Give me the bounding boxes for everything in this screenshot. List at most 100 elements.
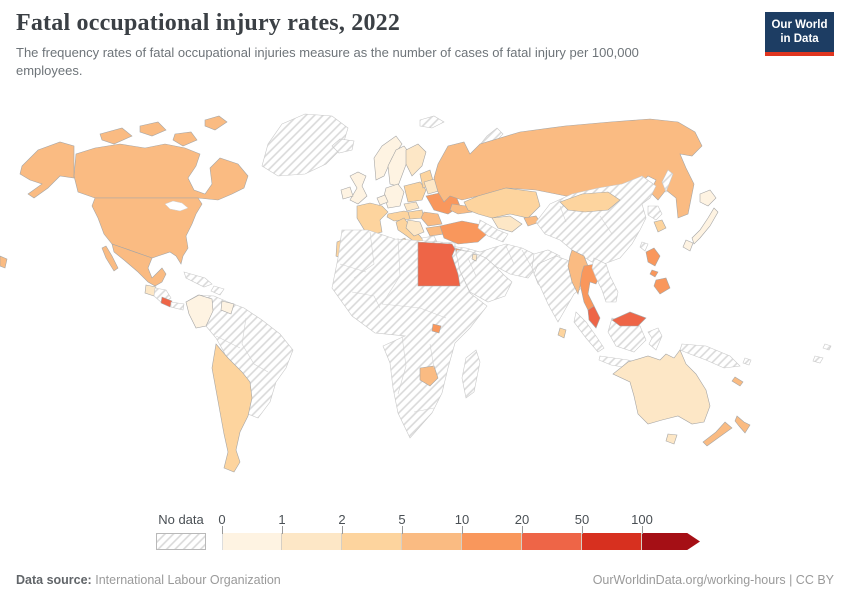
legend-tick-label-100: 100	[631, 512, 653, 527]
owid-link[interactable]: OurWorldinData.org/working-hours | CC BY	[592, 573, 834, 587]
no-data-internal-borders	[215, 205, 613, 413]
region-united-kingdom[interactable]	[349, 171, 368, 205]
region-rwanda[interactable]	[431, 323, 442, 334]
region-myanmar[interactable]	[567, 249, 589, 295]
chart-footer: Data source: International Labour Organi…	[16, 573, 834, 587]
region-sakhalin[interactable]	[661, 169, 674, 193]
region-fiji[interactable]	[822, 343, 832, 351]
region-australia[interactable]	[612, 349, 711, 425]
region-new-caledonia[interactable]	[731, 376, 744, 387]
region-arctic-island[interactable]	[139, 121, 167, 137]
region-north-korea[interactable]	[647, 205, 663, 221]
region-germany[interactable]	[383, 183, 405, 209]
region-arctic-island[interactable]	[172, 131, 198, 147]
region-baja-california[interactable]	[101, 245, 119, 272]
region-japan-hokkaido[interactable]	[699, 189, 717, 207]
region-sumatra[interactable]	[573, 311, 605, 353]
region-colombia[interactable]	[185, 294, 214, 329]
region-qatar[interactable]	[471, 253, 478, 262]
region-egypt[interactable]	[417, 241, 461, 287]
region-arctic-island[interactable]	[204, 115, 228, 131]
region-iceland[interactable]	[331, 138, 355, 154]
region-canada[interactable]	[73, 143, 249, 201]
region-svalbard[interactable]	[419, 115, 445, 129]
owid-logo-line2: in Data	[780, 33, 819, 46]
region-panama[interactable]	[170, 301, 185, 311]
owid-logo[interactable]: Our World in Data	[765, 12, 834, 56]
region-japan-honshu[interactable]	[691, 207, 719, 245]
world-choropleth-map	[0, 106, 850, 506]
region-japan-kyushu[interactable]	[682, 239, 694, 252]
chart-header: Fatal occupational injury rates, 2022 Th…	[16, 10, 755, 80]
region-philippines-luzon[interactable]	[645, 247, 661, 267]
region-guyana[interactable]	[220, 300, 235, 315]
region-cuba[interactable]	[183, 271, 213, 288]
region-taiwan[interactable]	[639, 241, 649, 252]
region-malaysia-peninsula[interactable]	[587, 305, 601, 329]
region-hispaniola[interactable]	[210, 285, 225, 296]
region-ireland[interactable]	[340, 186, 354, 200]
legend-tick-label-5: 5	[398, 512, 406, 527]
region-russia-wrap[interactable]	[0, 255, 8, 269]
legend-tick-label-50: 50	[574, 512, 590, 527]
legend-bin-0[interactable]	[222, 533, 282, 550]
legend-bin-1[interactable]	[282, 533, 342, 550]
region-vanuatu[interactable]	[812, 355, 824, 364]
region-philippines-visayas[interactable]	[649, 269, 659, 278]
legend-tick-label-10: 10	[454, 512, 470, 527]
region-zimbabwe[interactable]	[419, 365, 439, 387]
region-malaysian-borneo[interactable]	[611, 311, 647, 327]
region-benelux[interactable]	[376, 194, 389, 206]
region-finland[interactable]	[405, 143, 427, 177]
region-madagascar[interactable]	[461, 349, 481, 399]
region-arctic-island[interactable]	[99, 127, 133, 145]
region-philippines-mindanao[interactable]	[653, 277, 671, 295]
region-france[interactable]	[356, 202, 389, 237]
region-argentina-chile[interactable]	[211, 343, 253, 473]
region-turkey[interactable]	[439, 220, 489, 245]
map-legend: No data 0 1 2 5 10 20 50 100	[155, 512, 715, 554]
region-romania[interactable]	[420, 211, 443, 227]
region-uzbekistan[interactable]	[491, 215, 523, 233]
chart-subtitle: The frequency rates of fatal occupationa…	[16, 45, 639, 79]
region-solomon-islands[interactable]	[742, 357, 752, 366]
legend-no-data-swatch[interactable]	[156, 533, 206, 550]
region-czechia[interactable]	[403, 201, 420, 212]
region-greenland[interactable]	[261, 113, 349, 177]
legend-tick-mark	[462, 526, 463, 534]
region-usa[interactable]	[91, 197, 203, 265]
region-new-zealand-south[interactable]	[702, 421, 733, 447]
region-mongolia[interactable]	[559, 191, 621, 213]
owid-logo-line1: Our World	[771, 19, 828, 31]
region-costa-rica[interactable]	[160, 296, 173, 308]
region-new-zealand-north[interactable]	[734, 415, 751, 434]
region-south-korea[interactable]	[653, 219, 667, 233]
data-source-label: Data source:	[16, 573, 92, 587]
region-mexico[interactable]	[111, 243, 167, 287]
region-poland[interactable]	[403, 181, 427, 203]
legend-tick-label-2: 2	[338, 512, 346, 527]
region-alaska[interactable]	[19, 141, 75, 199]
region-turkmenistan[interactable]	[477, 219, 509, 243]
legend-bin-2[interactable]	[342, 533, 402, 550]
region-sulawesi[interactable]	[647, 327, 663, 351]
legend-bin-5[interactable]	[522, 533, 582, 550]
legend-bin-3[interactable]	[402, 533, 462, 550]
legend-color-bar-row	[222, 533, 700, 550]
legend-tick-mark	[342, 526, 343, 534]
legend-bin-7[interactable]	[642, 533, 700, 550]
region-vietnam-laos-cambodia[interactable]	[591, 257, 619, 303]
legend-bin-6[interactable]	[582, 533, 642, 550]
region-sri-lanka[interactable]	[557, 327, 567, 339]
region-new-guinea[interactable]	[679, 343, 741, 369]
data-source-note: Data source: International Labour Organi…	[16, 573, 281, 587]
world-map-svg	[0, 113, 832, 473]
region-south-america-nodata[interactable]	[185, 294, 294, 419]
region-balkans[interactable]	[405, 219, 425, 237]
great-lakes	[164, 200, 189, 212]
legend-tick-mark	[282, 526, 283, 534]
legend-bin-4[interactable]	[462, 533, 522, 550]
region-indonesian-borneo[interactable]	[607, 317, 647, 353]
region-tasmania[interactable]	[665, 433, 678, 445]
